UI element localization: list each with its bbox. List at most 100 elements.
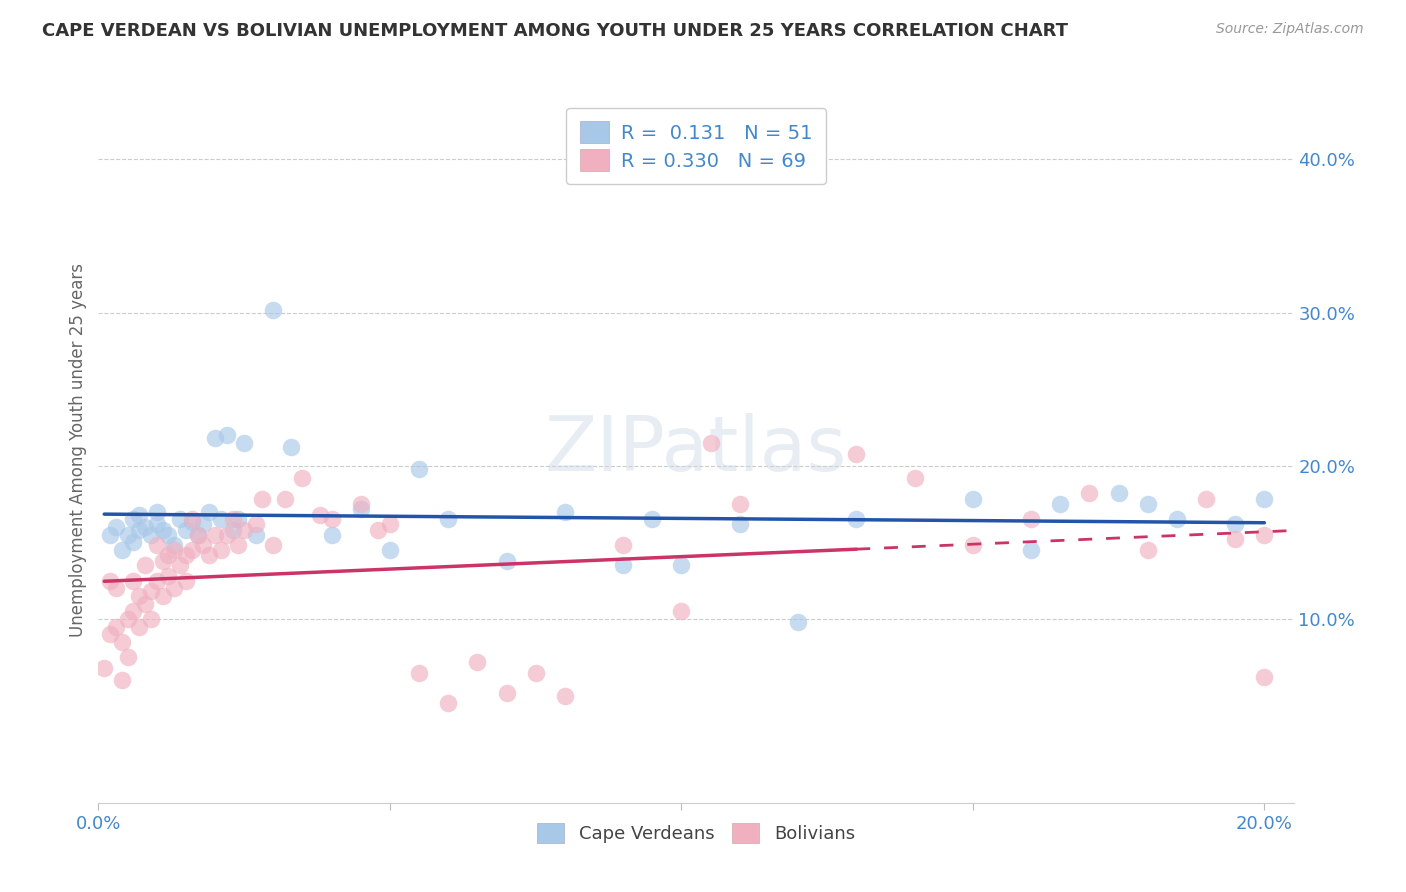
Point <box>111 635 134 649</box>
Point <box>204 431 226 445</box>
Point <box>111 543 134 558</box>
Point <box>467 655 489 669</box>
Point <box>186 527 208 541</box>
Point <box>233 523 256 537</box>
Point <box>157 569 180 583</box>
Point <box>174 548 197 562</box>
Point <box>228 538 250 552</box>
Point <box>1108 486 1130 500</box>
Point <box>198 505 221 519</box>
Y-axis label: Unemployment Among Youth under 25 years: Unemployment Among Youth under 25 years <box>69 263 87 638</box>
Point <box>122 535 145 549</box>
Point <box>291 471 314 485</box>
Point <box>128 508 150 522</box>
Point <box>245 527 267 541</box>
Point <box>903 471 925 485</box>
Point <box>1253 670 1275 684</box>
Point <box>122 604 145 618</box>
Point <box>139 612 162 626</box>
Point <box>495 554 517 568</box>
Point <box>1049 497 1071 511</box>
Point <box>139 584 162 599</box>
Point <box>728 516 751 531</box>
Point <box>437 512 460 526</box>
Point <box>128 523 150 537</box>
Point <box>117 612 139 626</box>
Point <box>198 548 221 562</box>
Point <box>1078 486 1101 500</box>
Point <box>228 512 250 526</box>
Point <box>250 492 273 507</box>
Point <box>350 497 373 511</box>
Point <box>641 512 664 526</box>
Point <box>321 512 343 526</box>
Point <box>163 582 186 596</box>
Point <box>152 589 174 603</box>
Point <box>274 492 297 507</box>
Point <box>128 589 150 603</box>
Point <box>378 543 401 558</box>
Point <box>1019 512 1042 526</box>
Point <box>221 523 243 537</box>
Point <box>104 582 127 596</box>
Point <box>309 508 332 522</box>
Point <box>1225 516 1247 531</box>
Point <box>233 435 256 450</box>
Point <box>524 665 547 680</box>
Point <box>111 673 134 688</box>
Point <box>174 574 197 588</box>
Point <box>145 516 167 531</box>
Point <box>180 516 202 530</box>
Point <box>612 558 634 573</box>
Point <box>104 520 127 534</box>
Point <box>117 650 139 665</box>
Point <box>699 435 721 450</box>
Point <box>845 512 868 526</box>
Point <box>134 520 156 534</box>
Point <box>163 538 186 552</box>
Point <box>139 527 162 541</box>
Point <box>122 574 145 588</box>
Point <box>321 527 343 541</box>
Point <box>962 492 984 507</box>
Point <box>152 554 174 568</box>
Point <box>186 527 208 541</box>
Point <box>728 497 751 511</box>
Point <box>180 543 202 558</box>
Point <box>408 665 430 680</box>
Point <box>98 627 121 641</box>
Text: CAPE VERDEAN VS BOLIVIAN UNEMPLOYMENT AMONG YOUTH UNDER 25 YEARS CORRELATION CHA: CAPE VERDEAN VS BOLIVIAN UNEMPLOYMENT AM… <box>42 22 1069 40</box>
Point <box>408 462 430 476</box>
Point <box>215 527 238 541</box>
Point <box>1253 492 1275 507</box>
Point <box>152 523 174 537</box>
Point <box>98 527 121 541</box>
Point <box>157 527 180 541</box>
Point <box>962 538 984 552</box>
Point <box>221 512 243 526</box>
Point <box>163 543 186 558</box>
Point <box>612 538 634 552</box>
Point <box>134 597 156 611</box>
Point <box>1166 512 1188 526</box>
Point <box>193 538 215 552</box>
Point <box>1225 533 1247 547</box>
Point <box>104 619 127 633</box>
Text: ZIPatlas: ZIPatlas <box>544 414 848 487</box>
Point <box>117 527 139 541</box>
Point <box>180 512 202 526</box>
Point <box>845 446 868 460</box>
Point <box>145 538 167 552</box>
Point <box>169 512 191 526</box>
Point <box>245 516 267 531</box>
Point <box>671 604 693 618</box>
Point <box>1195 492 1218 507</box>
Point <box>122 512 145 526</box>
Point <box>1019 543 1042 558</box>
Point <box>1253 527 1275 541</box>
Point <box>262 538 284 552</box>
Point <box>209 512 232 526</box>
Point <box>1136 543 1159 558</box>
Point <box>1136 497 1159 511</box>
Text: Source: ZipAtlas.com: Source: ZipAtlas.com <box>1216 22 1364 37</box>
